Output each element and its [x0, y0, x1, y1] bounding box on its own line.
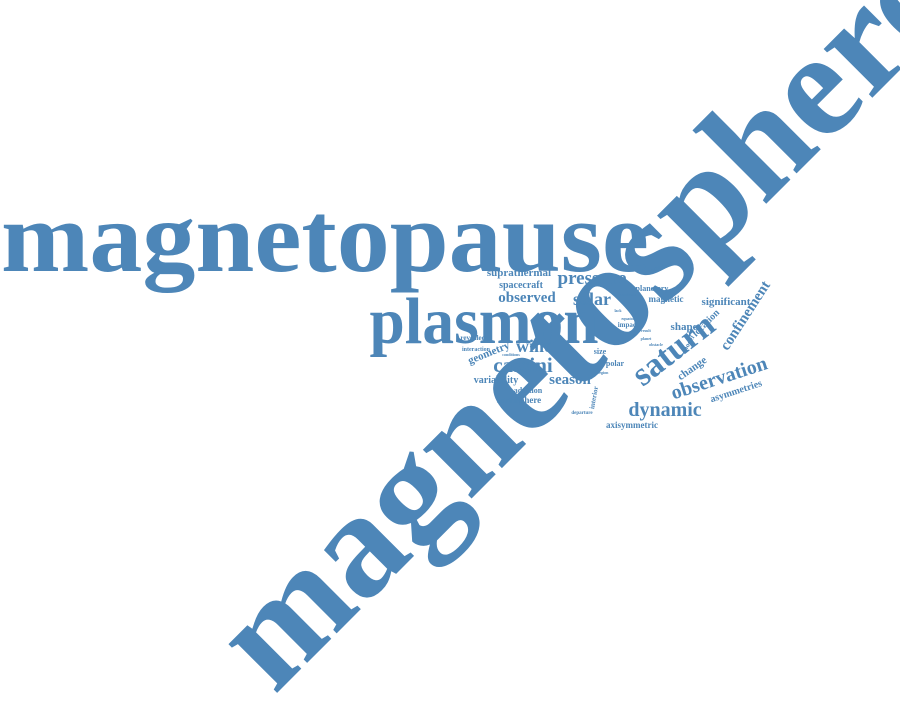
word-variability: variability	[474, 375, 518, 386]
word-season: season	[549, 372, 591, 388]
word-cassini: cassini	[493, 353, 553, 377]
word-plasmon: plasmon	[370, 285, 599, 358]
word-suprathermal: suprathermal	[487, 267, 551, 279]
word-observed: observed	[498, 290, 556, 306]
word-flux: flux	[629, 332, 636, 337]
word-wind: wind	[516, 336, 554, 356]
word-polar: polar	[606, 359, 625, 368]
word-revealed: revealed	[460, 334, 485, 342]
word-spacecraft: spacecraft	[499, 280, 544, 291]
word-interior: interior	[588, 386, 600, 410]
word-magnetic: magnetic	[649, 294, 684, 304]
word-size: size	[594, 347, 607, 356]
word-departure: departure	[571, 411, 593, 416]
word-result: result	[641, 328, 651, 333]
word-axisymmetric: axisymmetric	[606, 420, 658, 430]
word-addition: addition	[514, 386, 543, 395]
word-conditions: conditions	[502, 352, 520, 357]
word-magnetopause: magnetopause	[1, 181, 649, 293]
word-dynamic: dynamic	[628, 399, 701, 421]
word-interaction: interaction	[462, 347, 491, 353]
word-obstacle: obstacle	[649, 342, 663, 347]
word-pressure: pressure	[558, 268, 627, 289]
word-equator: equator	[621, 316, 635, 321]
word-hemisphere: hemisphere	[497, 395, 541, 405]
word-shape: shape	[671, 321, 698, 333]
word-planet: planet	[641, 336, 652, 341]
word-planetary: planetary	[636, 284, 669, 293]
word-solar: solar	[573, 289, 611, 309]
word-region: region	[598, 370, 610, 375]
word-impact: impact	[618, 321, 639, 329]
word-consistent: consistent	[620, 292, 638, 297]
word-lack: lack	[614, 308, 622, 313]
word-significant: significant	[702, 296, 751, 308]
